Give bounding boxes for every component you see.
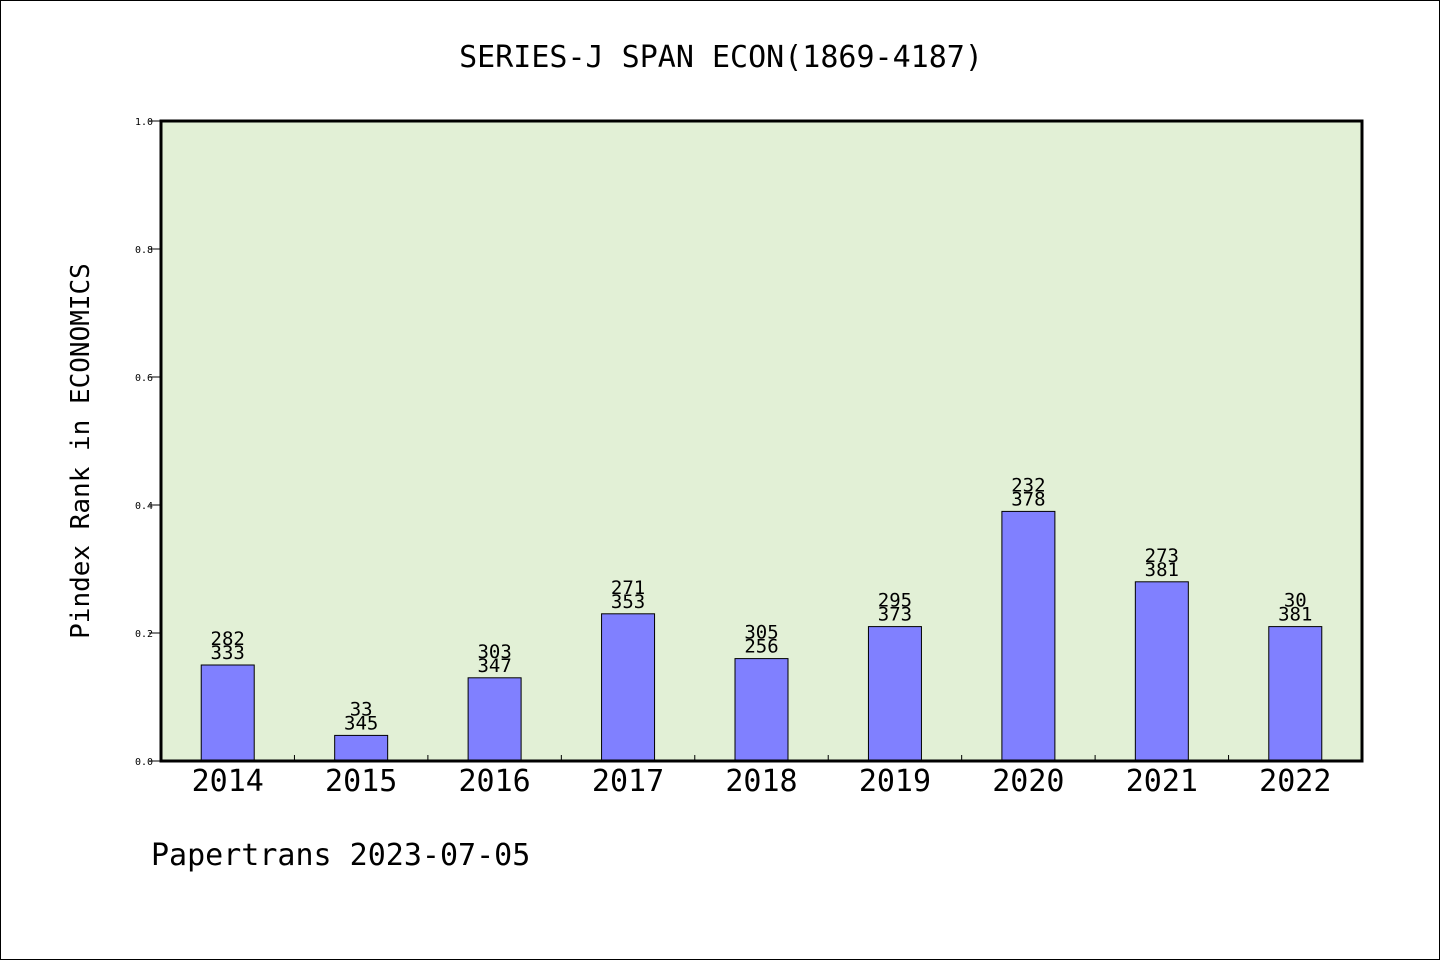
data-label-bottom: 256 xyxy=(744,636,778,658)
data-label-top: 33 xyxy=(350,698,373,720)
footer-text: Papertrans 2023-07-05 xyxy=(151,838,530,873)
data-label-top: 271 xyxy=(611,577,645,599)
bar-2020 xyxy=(1001,510,1056,762)
plot-border xyxy=(159,119,1364,763)
bar-2018 xyxy=(734,658,789,762)
data-label-bottom: 381 xyxy=(1145,559,1179,581)
x-tick-label: 2021 xyxy=(1126,764,1198,799)
bar-2019 xyxy=(867,626,922,762)
y-tick-label: 0.8 xyxy=(135,245,153,256)
y-tick-label: 1.0 xyxy=(135,117,153,128)
data-label-top: 30 xyxy=(1284,590,1307,612)
data-label-bottom: 378 xyxy=(1011,488,1045,510)
bar-2014 xyxy=(200,664,255,762)
bar-2015 xyxy=(334,734,389,762)
data-label-bottom: 373 xyxy=(878,604,912,626)
data-label-top: 232 xyxy=(1011,474,1045,496)
x-tick-label: 2022 xyxy=(1259,764,1331,799)
x-tick-label: 2018 xyxy=(725,764,797,799)
data-label-bottom: 333 xyxy=(211,642,245,664)
bar-2021 xyxy=(1134,581,1189,762)
y-tick-label: 0.4 xyxy=(135,501,153,512)
data-label-bottom: 381 xyxy=(1278,604,1312,626)
data-label-top: 295 xyxy=(878,590,912,612)
y-axis-label: Pindex Rank in ECONOMICS xyxy=(66,263,96,639)
y-tick-label: 0.6 xyxy=(135,373,153,384)
data-label-top: 303 xyxy=(477,641,511,663)
data-label-top: 305 xyxy=(744,622,778,644)
x-tick-label: 2016 xyxy=(458,764,530,799)
x-tick-label: 2020 xyxy=(992,764,1064,799)
bar-2016 xyxy=(467,677,522,762)
chart-title: SERIES-J SPAN ECON(1869-4187) xyxy=(459,40,983,75)
data-label-bottom: 347 xyxy=(477,655,511,677)
x-tick-label: 2014 xyxy=(192,764,264,799)
data-label-top: 273 xyxy=(1145,545,1179,567)
y-tick-label: 0.0 xyxy=(135,757,153,768)
data-label-bottom: 345 xyxy=(344,712,378,734)
data-label-bottom: 353 xyxy=(611,591,645,613)
x-tick-label: 2019 xyxy=(859,764,931,799)
data-label-top: 282 xyxy=(211,628,245,650)
x-tick-label: 2015 xyxy=(325,764,397,799)
bar-2022 xyxy=(1268,626,1323,762)
x-tick-label: 2017 xyxy=(592,764,664,799)
y-tick-label: 0.2 xyxy=(135,629,153,640)
bar-2017 xyxy=(601,613,656,762)
